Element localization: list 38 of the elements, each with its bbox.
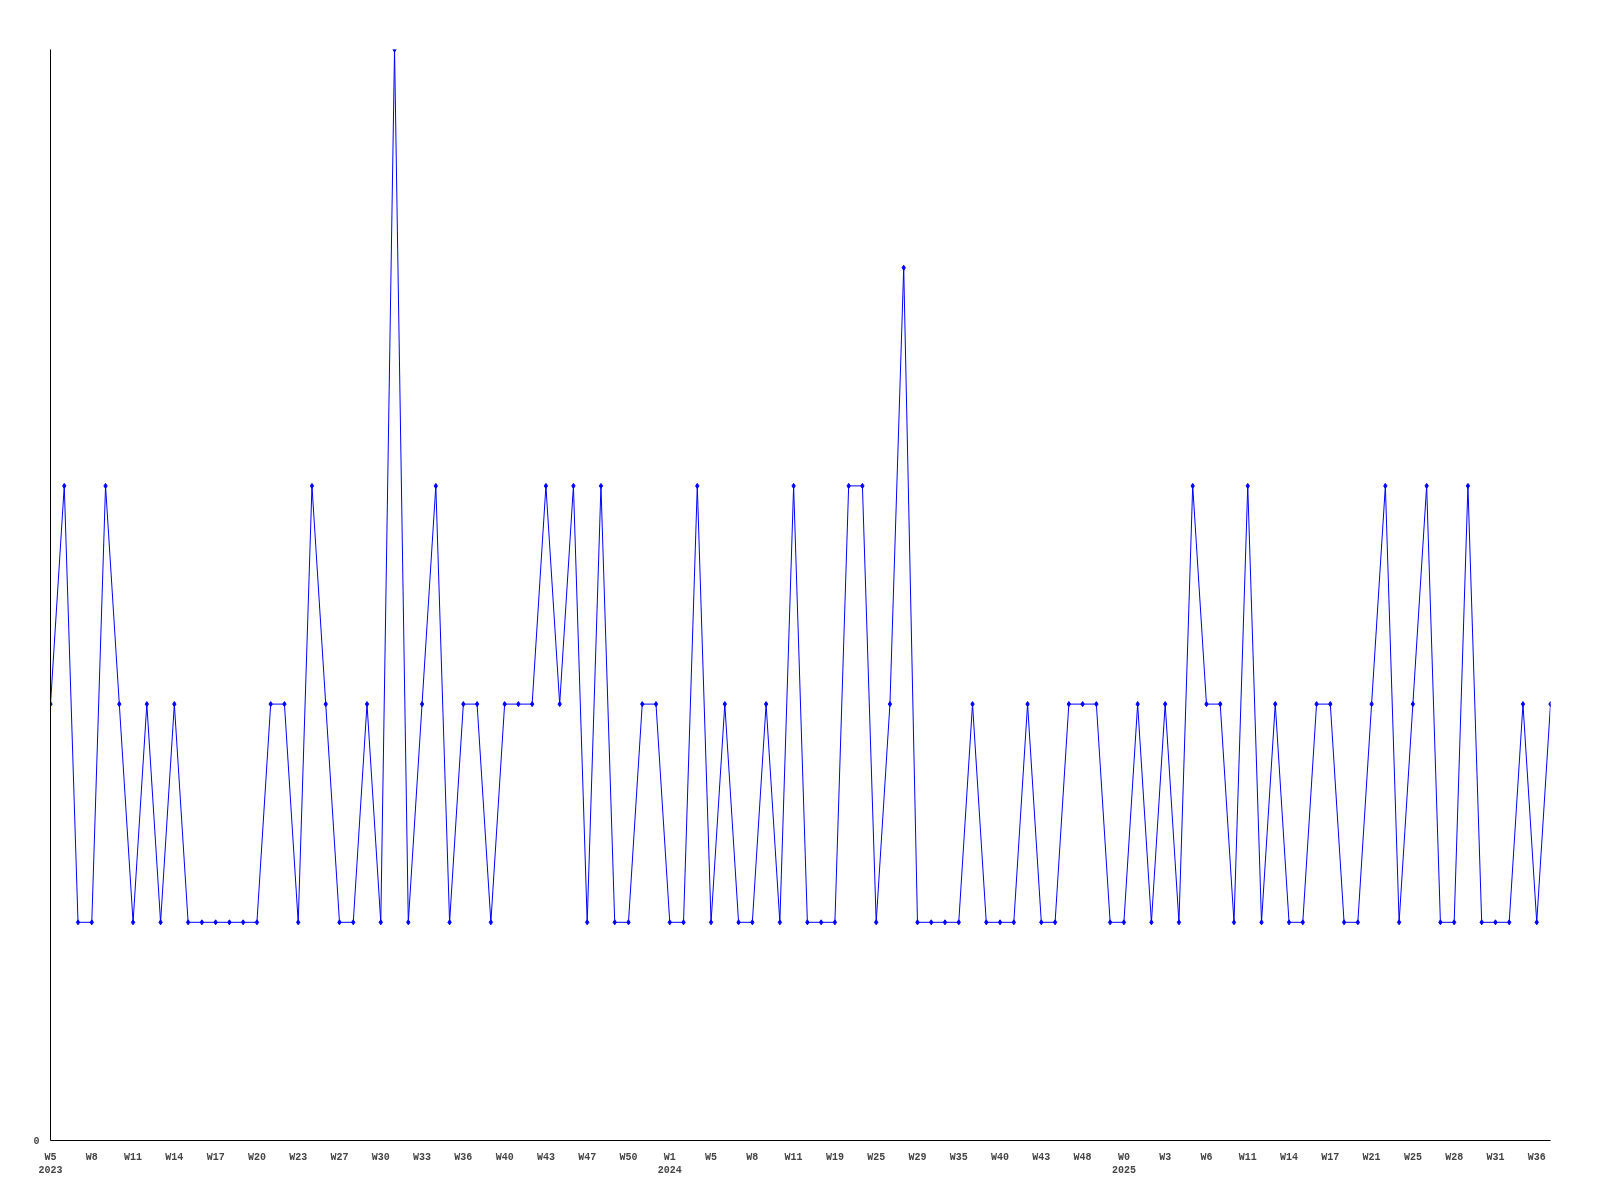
x-tick-label: W40 bbox=[991, 1151, 1010, 1163]
x-tick-label: W33 bbox=[413, 1151, 432, 1163]
x-tick-label: W17 bbox=[1321, 1151, 1340, 1163]
x-tick-label: W31 bbox=[1486, 1151, 1505, 1163]
x-tick-label: W28 bbox=[1445, 1151, 1464, 1163]
x-tick-label: W36 bbox=[454, 1151, 473, 1163]
x-tick-label: W30 bbox=[371, 1151, 390, 1163]
x-tick-label: W43 bbox=[1032, 1151, 1051, 1163]
x-tick-label: W20 bbox=[247, 1151, 266, 1163]
x-tick-label: W35 bbox=[949, 1151, 968, 1163]
x-tick-label: W29 bbox=[908, 1151, 927, 1163]
x-tick-label: W36 bbox=[1527, 1151, 1546, 1163]
x-tick-label: W40 bbox=[495, 1151, 514, 1163]
x-tick-label: W3 bbox=[1159, 1151, 1172, 1163]
x-tick-label: W50 bbox=[619, 1151, 638, 1163]
x-tick-label: W19 bbox=[825, 1151, 844, 1163]
x-tick-label: W14 bbox=[165, 1151, 184, 1163]
x-tick-label: W23 bbox=[289, 1151, 308, 1163]
x-tick-label: W11 bbox=[124, 1151, 143, 1163]
x-tick-label: W11 bbox=[1238, 1151, 1257, 1163]
x-tick-label: W43 bbox=[536, 1151, 555, 1163]
x-tick-label: W11 bbox=[784, 1151, 803, 1163]
x-tick-label: W27 bbox=[330, 1151, 349, 1163]
x-tick-label: W1 2024 bbox=[657, 1151, 682, 1176]
text: 0 bbox=[33, 1136, 40, 1147]
x-tick-label: W0 2025 bbox=[1111, 1151, 1136, 1176]
x-tick-label: W21 bbox=[1362, 1151, 1381, 1163]
x-tick-label: W5 2023 bbox=[38, 1151, 63, 1176]
x-tick-label: W14 bbox=[1280, 1151, 1299, 1163]
x-tick-label: W25 bbox=[1403, 1151, 1422, 1163]
x-tick-label: W47 bbox=[578, 1151, 597, 1163]
x-tick-label: W6 bbox=[1200, 1151, 1213, 1163]
x-tick-label: W48 bbox=[1073, 1151, 1092, 1163]
x-tick-label: W17 bbox=[206, 1151, 225, 1163]
x-tick-label: W8 bbox=[746, 1151, 759, 1163]
x-tick-label: W8 bbox=[85, 1151, 98, 1163]
x-tick-label: W25 bbox=[867, 1151, 886, 1163]
x-tick-label: W5 bbox=[705, 1151, 718, 1163]
